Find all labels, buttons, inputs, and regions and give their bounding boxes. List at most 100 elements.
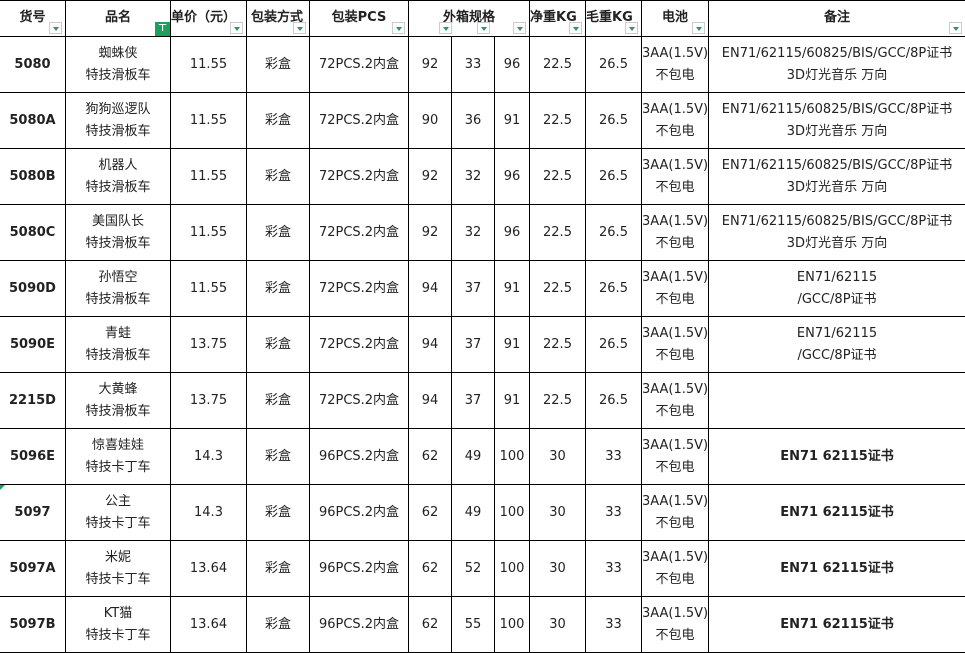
cell-carton-length[interactable]: 94 bbox=[409, 317, 452, 373]
cell-pcs[interactable]: 96PCS.2内盒 bbox=[310, 541, 409, 597]
cell-carton-length[interactable]: 62 bbox=[409, 597, 452, 653]
cell-id[interactable]: 5097B bbox=[0, 597, 66, 653]
cell-gross-weight[interactable]: 26.5 bbox=[586, 205, 642, 261]
cell-carton-width[interactable]: 32 bbox=[452, 149, 495, 205]
cell-net-weight[interactable]: 30 bbox=[530, 541, 586, 597]
cell-carton-width[interactable]: 52 bbox=[452, 541, 495, 597]
cell-battery[interactable]: 3AA(1.5V)不包电 bbox=[642, 205, 709, 261]
cell-net-weight[interactable]: 30 bbox=[530, 429, 586, 485]
cell-carton-height[interactable]: 100 bbox=[495, 597, 530, 653]
cell-carton-length[interactable]: 90 bbox=[409, 93, 452, 149]
cell-carton-height[interactable]: 96 bbox=[495, 37, 530, 93]
cell-net-weight[interactable]: 22.5 bbox=[530, 205, 586, 261]
comment-indicator-icon[interactable] bbox=[0, 485, 5, 490]
cell-carton-height[interactable]: 100 bbox=[495, 429, 530, 485]
cell-pack[interactable]: 彩盒 bbox=[247, 485, 310, 541]
cell-pack[interactable]: 彩盒 bbox=[247, 373, 310, 429]
active-filter-icon[interactable]: ⊤ bbox=[155, 22, 170, 36]
cell-carton-height[interactable]: 96 bbox=[495, 149, 530, 205]
cell-id[interactable]: 5080B bbox=[0, 149, 66, 205]
cell-gross-weight[interactable]: 26.5 bbox=[586, 373, 642, 429]
filter-dropdown-icon[interactable] bbox=[692, 22, 705, 34]
cell-pcs[interactable]: 72PCS.2内盒 bbox=[310, 93, 409, 149]
cell-price[interactable]: 11.55 bbox=[171, 37, 247, 93]
filter-dropdown-icon[interactable] bbox=[230, 22, 243, 34]
cell-id[interactable]: 5097 bbox=[0, 485, 66, 541]
cell-price[interactable]: 11.55 bbox=[171, 149, 247, 205]
cell-name[interactable]: KT猫特技卡丁车 bbox=[66, 597, 171, 653]
cell-name[interactable]: 孙悟空特技滑板车 bbox=[66, 261, 171, 317]
cell-carton-length[interactable]: 92 bbox=[409, 149, 452, 205]
filter-dropdown-icon[interactable] bbox=[392, 22, 405, 34]
cell-pcs[interactable]: 72PCS.2内盒 bbox=[310, 261, 409, 317]
cell-gross-weight[interactable]: 33 bbox=[586, 597, 642, 653]
cell-carton-width[interactable]: 32 bbox=[452, 205, 495, 261]
cell-battery[interactable]: 3AA(1.5V)不包电 bbox=[642, 37, 709, 93]
cell-pack[interactable]: 彩盒 bbox=[247, 261, 310, 317]
filter-dropdown-icon[interactable] bbox=[949, 22, 962, 34]
cell-carton-width[interactable]: 33 bbox=[452, 37, 495, 93]
cell-battery[interactable]: 3AA(1.5V)不包电 bbox=[642, 485, 709, 541]
cell-net-weight[interactable]: 22.5 bbox=[530, 261, 586, 317]
cell-carton-width[interactable]: 49 bbox=[452, 429, 495, 485]
cell-remark[interactable]: EN71/62115/GCC/8P证书 bbox=[709, 317, 965, 373]
cell-battery[interactable]: 3AA(1.5V)不包电 bbox=[642, 317, 709, 373]
filter-dropdown-icon[interactable] bbox=[293, 22, 306, 34]
cell-carton-length[interactable]: 62 bbox=[409, 429, 452, 485]
cell-pack[interactable]: 彩盒 bbox=[247, 541, 310, 597]
cell-battery[interactable]: 3AA(1.5V)不包电 bbox=[642, 261, 709, 317]
cell-pcs[interactable]: 96PCS.2内盒 bbox=[310, 429, 409, 485]
cell-id[interactable]: 5080 bbox=[0, 37, 66, 93]
cell-gross-weight[interactable]: 26.5 bbox=[586, 317, 642, 373]
cell-pcs[interactable]: 72PCS.2内盒 bbox=[310, 149, 409, 205]
cell-pack[interactable]: 彩盒 bbox=[247, 93, 310, 149]
cell-net-weight[interactable]: 22.5 bbox=[530, 317, 586, 373]
cell-gross-weight[interactable]: 33 bbox=[586, 429, 642, 485]
cell-name[interactable]: 狗狗巡逻队特技滑板车 bbox=[66, 93, 171, 149]
cell-carton-length[interactable]: 94 bbox=[409, 261, 452, 317]
cell-carton-height[interactable]: 100 bbox=[495, 541, 530, 597]
cell-pcs[interactable]: 72PCS.2内盒 bbox=[310, 373, 409, 429]
cell-carton-length[interactable]: 62 bbox=[409, 541, 452, 597]
cell-pcs[interactable]: 96PCS.2内盒 bbox=[310, 597, 409, 653]
cell-carton-length[interactable]: 92 bbox=[409, 37, 452, 93]
cell-pack[interactable]: 彩盒 bbox=[247, 149, 310, 205]
cell-pack[interactable]: 彩盒 bbox=[247, 37, 310, 93]
cell-price[interactable]: 11.55 bbox=[171, 93, 247, 149]
cell-id[interactable]: 5080A bbox=[0, 93, 66, 149]
cell-battery[interactable]: 3AA(1.5V)不包电 bbox=[642, 597, 709, 653]
cell-id[interactable]: 5097A bbox=[0, 541, 66, 597]
cell-carton-height[interactable]: 96 bbox=[495, 205, 530, 261]
cell-price[interactable]: 11.55 bbox=[171, 261, 247, 317]
cell-price[interactable]: 13.64 bbox=[171, 541, 247, 597]
cell-remark[interactable]: EN71 62115证书 bbox=[709, 485, 965, 541]
cell-carton-width[interactable]: 37 bbox=[452, 373, 495, 429]
cell-remark[interactable]: EN71 62115证书 bbox=[709, 541, 965, 597]
cell-price[interactable]: 14.3 bbox=[171, 485, 247, 541]
cell-price[interactable]: 13.75 bbox=[171, 373, 247, 429]
cell-name[interactable]: 美国队长特技滑板车 bbox=[66, 205, 171, 261]
cell-net-weight[interactable]: 30 bbox=[530, 597, 586, 653]
cell-id[interactable]: 5090D bbox=[0, 261, 66, 317]
cell-price[interactable]: 11.55 bbox=[171, 205, 247, 261]
cell-remark[interactable]: EN71 62115证书 bbox=[709, 597, 965, 653]
cell-remark[interactable] bbox=[709, 373, 965, 429]
cell-pcs[interactable]: 96PCS.2内盒 bbox=[310, 485, 409, 541]
cell-id[interactable]: 5090E bbox=[0, 317, 66, 373]
cell-name[interactable]: 公主特技卡丁车 bbox=[66, 485, 171, 541]
cell-carton-length[interactable]: 94 bbox=[409, 373, 452, 429]
cell-carton-length[interactable]: 92 bbox=[409, 205, 452, 261]
cell-price[interactable]: 13.75 bbox=[171, 317, 247, 373]
cell-carton-width[interactable]: 49 bbox=[452, 485, 495, 541]
cell-pack[interactable]: 彩盒 bbox=[247, 205, 310, 261]
cell-remark[interactable]: EN71/62115/GCC/8P证书 bbox=[709, 261, 965, 317]
cell-net-weight[interactable]: 22.5 bbox=[530, 93, 586, 149]
cell-pack[interactable]: 彩盒 bbox=[247, 317, 310, 373]
cell-name[interactable]: 青蛙特技滑板车 bbox=[66, 317, 171, 373]
cell-name[interactable]: 米妮特技卡丁车 bbox=[66, 541, 171, 597]
cell-carton-height[interactable]: 91 bbox=[495, 373, 530, 429]
cell-gross-weight[interactable]: 26.5 bbox=[586, 37, 642, 93]
cell-id[interactable]: 5096E bbox=[0, 429, 66, 485]
